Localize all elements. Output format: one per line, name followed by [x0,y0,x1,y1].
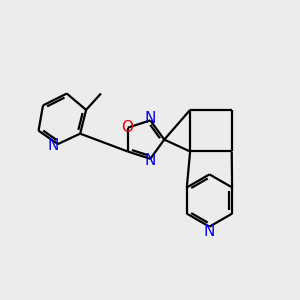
Text: N: N [47,138,59,153]
Text: N: N [145,111,156,126]
Text: O: O [121,120,133,135]
Text: N: N [145,153,156,168]
Text: N: N [204,224,215,239]
